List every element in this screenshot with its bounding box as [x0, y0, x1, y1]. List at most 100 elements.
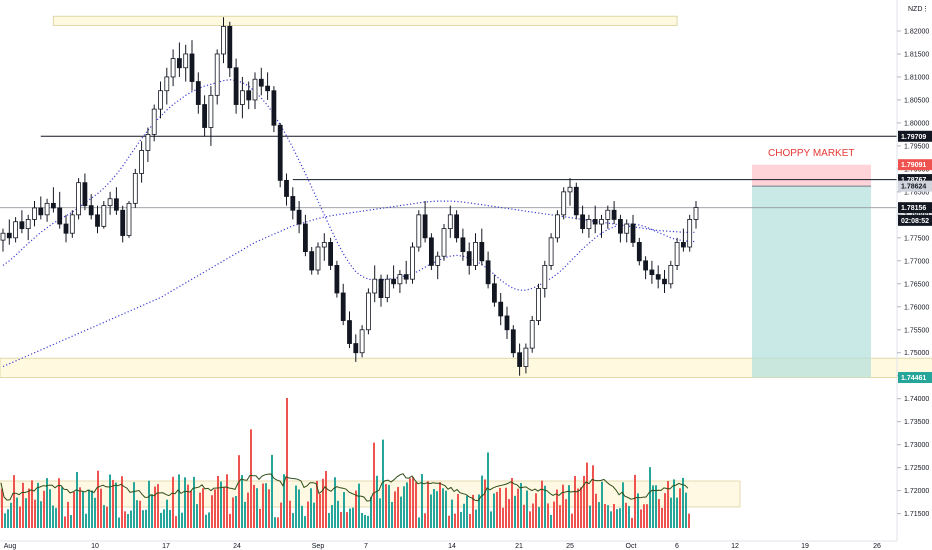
volume-bar [655, 485, 657, 528]
price-tag: 1.78767 [898, 174, 932, 186]
candle [82, 173, 88, 211]
volume-bar [553, 501, 555, 528]
volume-bar [628, 505, 630, 528]
volume-bar [100, 488, 102, 528]
candle-body [353, 343, 359, 354]
volume-bar [388, 484, 390, 528]
candle [265, 72, 271, 100]
candle-body [252, 78, 258, 101]
candle [0, 228, 6, 252]
volume-bar [385, 484, 387, 528]
volume-bar [88, 489, 90, 528]
volume-bar [292, 513, 294, 528]
candle-body [246, 90, 252, 101]
choppy-market-annotation: CHOPPY MARKET [768, 148, 855, 159]
candle-body [643, 260, 648, 271]
volume-bar [304, 516, 306, 528]
candle [158, 81, 163, 119]
volume-bar [106, 506, 108, 528]
volume-bar [379, 498, 381, 528]
candle [328, 237, 334, 270]
volume-bar [112, 479, 114, 528]
candle [51, 187, 56, 213]
candle [391, 265, 397, 289]
x-tick-label: Sep [312, 543, 325, 550]
x-tick-label: 21 [515, 543, 523, 550]
candle [183, 44, 189, 82]
volume-bar [91, 490, 93, 528]
candle [284, 173, 289, 206]
volume-bar [337, 500, 339, 528]
volume-bar [418, 517, 420, 528]
y-tick-label: 1.82000 [904, 28, 929, 35]
candle-body [265, 85, 271, 92]
candle [25, 214, 31, 241]
y-tick-label: 1.81500 [904, 51, 929, 58]
volume-bar [544, 485, 546, 528]
price-tag-value: 1.79709 [901, 134, 926, 141]
volume-bar [367, 515, 369, 528]
volume-bar [415, 482, 417, 528]
volume-bar [652, 485, 654, 528]
y-tick-label: 1.81000 [904, 74, 929, 81]
time-scale[interactable]: Aug 10 17 24 Sep 7 14 21 25 Oct 6 12 19 26 [4, 543, 881, 550]
volume-bar [610, 511, 612, 528]
moving-averages [2, 79, 696, 368]
symbol-header[interactable]: NZD ⋮ [908, 6, 929, 13]
volume-bar [613, 503, 615, 528]
volume-bar [148, 480, 150, 528]
candle-body [176, 58, 182, 69]
volume-bar [298, 489, 300, 528]
volume-bar [382, 439, 384, 528]
candle-body [561, 191, 567, 216]
volume-bar [538, 506, 540, 528]
candle [277, 122, 283, 188]
candle [13, 217, 19, 243]
volume-bar [370, 496, 372, 528]
candle-body [668, 265, 674, 285]
candle-body [498, 301, 504, 317]
price-tag-box [898, 372, 932, 384]
volume-bar [436, 491, 438, 528]
volume-bar [64, 516, 66, 528]
volume-bar [601, 481, 603, 528]
price-tag-box [898, 202, 932, 214]
price-tag-value: 1.78624 [901, 184, 926, 191]
volume-bar [424, 513, 426, 528]
candle-body [428, 237, 434, 266]
candle [573, 182, 579, 220]
candle [101, 201, 107, 229]
volume-bar [556, 489, 558, 528]
candle [454, 210, 460, 243]
volume-bar [550, 514, 552, 528]
y-tick-label: 1.76000 [904, 304, 929, 311]
candle-body [101, 205, 107, 227]
candle [674, 237, 680, 270]
volume-bar [166, 499, 168, 528]
volume-bar [484, 479, 486, 528]
x-tick-label: Oct [626, 543, 637, 550]
menu-icon[interactable]: ⋮ [922, 6, 929, 13]
x-tick-label: Aug [4, 543, 17, 550]
price-tag: 02:08:52 [898, 214, 932, 226]
volume-bar [31, 480, 33, 528]
candle [164, 67, 170, 105]
candle [510, 325, 516, 358]
candle [605, 205, 611, 229]
candle [523, 343, 529, 374]
volume-bar [37, 482, 39, 528]
volume-bar [43, 490, 45, 528]
volume-bar [619, 508, 621, 528]
volume-bar [232, 497, 234, 528]
volume-bar [79, 487, 81, 528]
ma-slow-line [2, 200, 696, 368]
candle [44, 198, 50, 222]
position-tool[interactable] [752, 164, 871, 378]
volume-bar [355, 490, 357, 528]
volume-bar [256, 488, 258, 528]
candle [466, 242, 472, 275]
candle-body [239, 90, 245, 105]
candle-body [536, 287, 541, 321]
candle [189, 40, 195, 91]
